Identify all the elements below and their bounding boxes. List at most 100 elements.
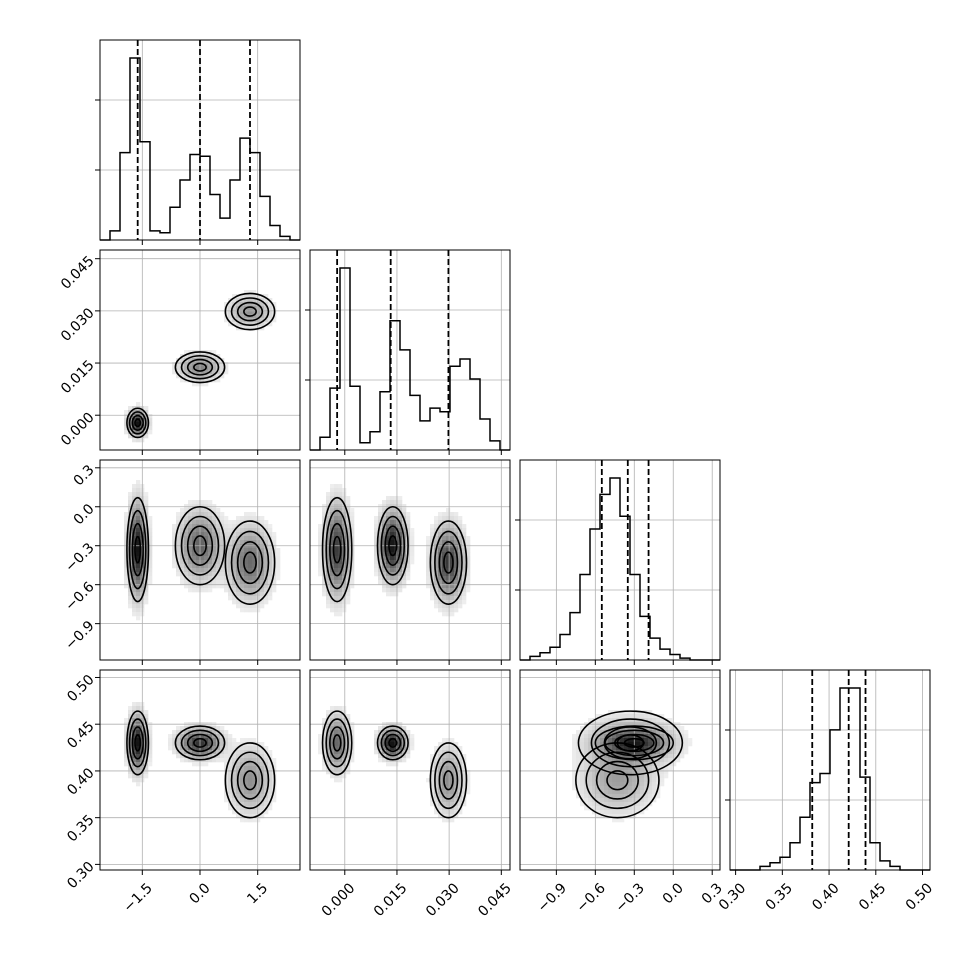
contour-1-0-cluster-2-level-2 — [230, 297, 270, 326]
density-cell-2-0 — [196, 500, 201, 505]
density-cell-2-0 — [212, 544, 217, 549]
density-cell-2-0 — [220, 552, 225, 557]
contour-2-1-cluster-1-level-2 — [380, 515, 406, 576]
density-cell-3-2 — [668, 750, 673, 755]
density-cell-2-0 — [224, 544, 229, 549]
density-cell-3-2 — [580, 802, 585, 807]
density-cell-1-0 — [228, 302, 233, 307]
density-cell-2-0 — [144, 492, 149, 497]
density-cell-2-0 — [240, 568, 245, 573]
density-cell-3-2 — [640, 770, 645, 775]
density-cell-2-0 — [248, 596, 253, 601]
density-cell-2-1 — [374, 544, 379, 549]
density-cell-2-1 — [330, 604, 335, 609]
density-cell-3-1 — [338, 754, 343, 759]
density-cell-2-0 — [268, 528, 273, 533]
density-cell-3-1 — [386, 726, 391, 731]
density-cell-2-1 — [450, 516, 455, 521]
density-cell-3-2 — [596, 778, 601, 783]
contour-3-1-cluster-0-level-3 — [321, 710, 353, 776]
density-cell-2-1 — [330, 484, 335, 489]
density-cell-3-1 — [446, 802, 451, 807]
density-cell-3-0 — [244, 766, 249, 771]
density-cell-3-0 — [184, 758, 189, 763]
density-cell-2-0 — [224, 540, 229, 545]
density-cell-3-2 — [616, 766, 621, 771]
density-cell-3-2 — [688, 738, 693, 743]
density-cell-3-0 — [260, 742, 265, 747]
density-cell-2-0 — [136, 528, 141, 533]
density-cell-3-0 — [224, 746, 229, 751]
density-cell-1-0 — [144, 434, 149, 439]
density-cell-2-0 — [240, 592, 245, 597]
density-cell-3-0 — [232, 786, 237, 791]
density-cell-3-1 — [398, 754, 403, 759]
density-cell-2-0 — [192, 552, 197, 557]
density-cell-2-1 — [342, 584, 347, 589]
density-cell-3-2 — [616, 810, 621, 815]
density-cell-3-1 — [462, 782, 467, 787]
density-cell-2-1 — [330, 540, 335, 545]
density-cell-2-1 — [378, 516, 383, 521]
density-cell-3-2 — [628, 738, 633, 743]
contour-1-0-cluster-0-level-3 — [126, 407, 150, 439]
density-cell-3-0 — [252, 794, 257, 799]
density-cell-2-0 — [200, 588, 205, 593]
density-cell-2-0 — [252, 524, 257, 529]
density-cell-3-2 — [616, 782, 621, 787]
density-cell-3-1 — [346, 758, 351, 763]
density-cell-3-0 — [268, 762, 273, 767]
density-cell-3-0 — [240, 746, 245, 751]
density-cell-3-2 — [612, 730, 617, 735]
xtick-label-2-3: 0.0 — [660, 880, 687, 907]
density-cell-3-2 — [628, 718, 633, 723]
density-cell-3-2 — [640, 730, 645, 735]
density-cell-3-1 — [334, 710, 339, 715]
density-cell-2-1 — [398, 568, 403, 573]
density-cell-3-1 — [450, 754, 455, 759]
density-cell-3-1 — [342, 726, 347, 731]
density-cell-3-2 — [672, 750, 677, 755]
density-cell-2-1 — [382, 536, 387, 541]
density-cell-2-0 — [200, 544, 205, 549]
density-cell-3-1 — [330, 742, 335, 747]
density-cell-3-2 — [596, 714, 601, 719]
density-cell-2-1 — [342, 532, 347, 537]
density-cell-2-1 — [446, 524, 451, 529]
density-cell-2-0 — [148, 572, 153, 577]
density-cell-2-1 — [434, 560, 439, 565]
density-cell-2-0 — [200, 508, 205, 513]
ytick-label-3-4: 0.50 — [64, 672, 97, 705]
density-cell-1-0 — [180, 370, 185, 375]
density-cell-3-1 — [458, 798, 463, 803]
density-cell-3-2 — [572, 742, 577, 747]
density-cell-3-1 — [342, 762, 347, 767]
density-cell-2-1 — [382, 508, 387, 513]
density-cell-2-0 — [200, 500, 205, 505]
density-cell-2-1 — [326, 492, 331, 497]
density-cell-2-1 — [442, 516, 447, 521]
density-cell-2-1 — [394, 512, 399, 517]
density-cell-2-1 — [342, 504, 347, 509]
density-cell-2-0 — [272, 576, 277, 581]
density-cell-1-0 — [232, 318, 237, 323]
density-cell-1-0 — [244, 302, 249, 307]
density-cell-3-2 — [576, 786, 581, 791]
density-cell-2-1 — [446, 528, 451, 533]
density-cell-3-2 — [640, 790, 645, 795]
density-cell-3-1 — [386, 754, 391, 759]
density-cell-3-1 — [338, 706, 343, 711]
density-cell-3-2 — [644, 758, 649, 763]
density-cell-1-0 — [252, 294, 257, 299]
density-cell-2-1 — [434, 552, 439, 557]
density-cell-3-0 — [260, 802, 265, 807]
density-cell-2-1 — [446, 572, 451, 577]
density-cell-2-1 — [442, 536, 447, 541]
density-cell-2-0 — [244, 512, 249, 517]
density-cell-2-0 — [256, 596, 261, 601]
density-cell-2-0 — [244, 532, 249, 537]
density-cell-2-0 — [272, 544, 277, 549]
contour-3-0-cluster-1-level-2 — [180, 729, 220, 757]
panel-frame-3-2 — [519, 669, 721, 871]
density-cell-3-0 — [136, 710, 141, 715]
